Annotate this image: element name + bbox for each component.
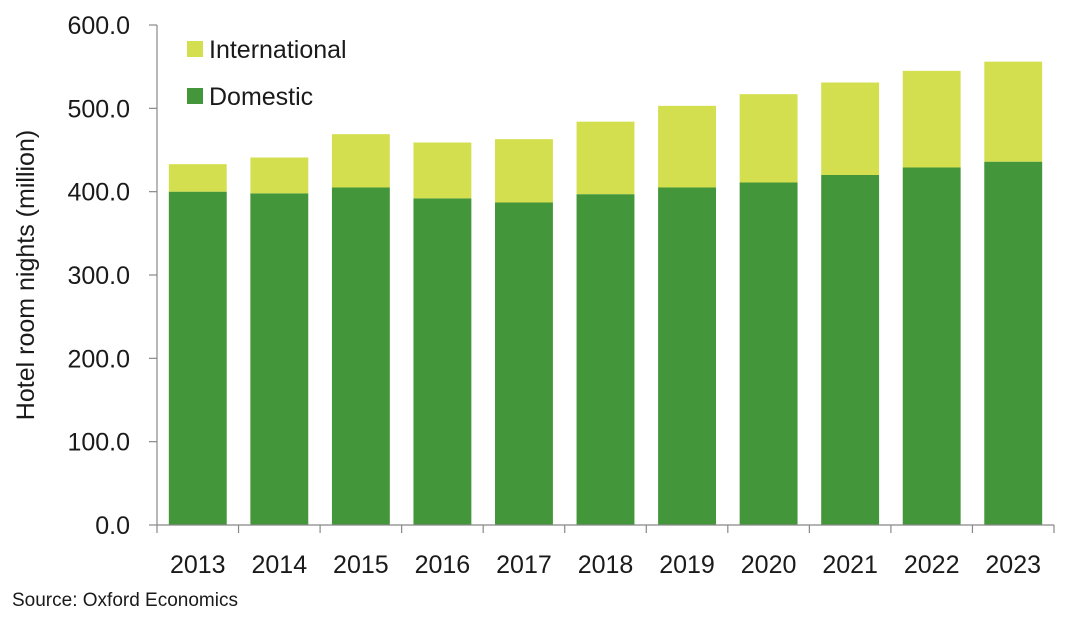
bar-international-2022 (902, 70, 961, 168)
x-tick-label: 2015 (333, 551, 389, 579)
bar-international-2015 (331, 134, 390, 188)
bar-domestic-2022 (902, 167, 961, 525)
y-ticks-group: 0.0 100.0 200.0 300.0 400.0 500.0 600.0 (67, 12, 157, 540)
y-tick-label: 300.0 (67, 262, 130, 290)
legend-swatch-international (187, 41, 203, 57)
bar-international-2016 (413, 142, 472, 199)
legend-label-international: International (209, 36, 347, 64)
legend-label-domestic: Domestic (209, 83, 313, 111)
legend: International Domestic (187, 36, 347, 111)
x-tick-label: 2023 (985, 551, 1041, 579)
y-tick-label: 200.0 (67, 345, 130, 373)
y-tick-label: 600.0 (67, 12, 130, 40)
x-tick-label: 2019 (659, 551, 715, 579)
y-tick-label: 0.0 (95, 512, 130, 540)
bar-domestic-2013 (168, 191, 227, 526)
y-tick-label: 400.0 (67, 179, 130, 207)
bar-international-2019 (658, 105, 716, 188)
y-axis-title: Hotel room nights (million) (12, 130, 40, 420)
x-tick-label: 2022 (904, 551, 960, 579)
x-tick-label: 2020 (741, 551, 797, 579)
source-note: Source: Oxford Economics (12, 590, 238, 611)
legend-swatch-domestic (187, 88, 203, 104)
bar-international-2021 (821, 82, 880, 175)
bar-domestic-2016 (413, 198, 472, 525)
bar-international-2014 (250, 157, 309, 194)
bar-international-2018 (576, 121, 635, 195)
x-tick-label: 2014 (252, 551, 308, 579)
bar-international-2023 (984, 61, 1043, 162)
x-ticks-group: 2013 2014 2015 2016 2017 2018 2019 2020 2021 2022… (156, 525, 1055, 579)
y-tick-label: 500.0 (67, 95, 130, 123)
bar-domestic-2014 (250, 193, 309, 525)
x-tick-label: 2018 (578, 551, 634, 579)
bar-international-2017 (495, 139, 553, 203)
bar-international-2020 (739, 94, 798, 183)
bar-domestic-2019 (658, 187, 716, 525)
bar-domestic-2020 (739, 182, 798, 525)
bar-international-2013 (168, 164, 227, 192)
x-tick-label: 2017 (496, 551, 552, 579)
bars-group (168, 61, 1043, 526)
x-tick-label: 2013 (170, 551, 226, 579)
bar-domestic-2018 (576, 194, 635, 526)
x-tick-label: 2021 (822, 551, 878, 579)
bar-domestic-2023 (984, 161, 1043, 526)
x-tick-label: 2016 (415, 551, 471, 579)
bar-domestic-2017 (495, 202, 553, 525)
bar-domestic-2021 (821, 175, 880, 525)
y-tick-label: 100.0 (67, 429, 130, 457)
bar-domestic-2015 (331, 187, 390, 525)
